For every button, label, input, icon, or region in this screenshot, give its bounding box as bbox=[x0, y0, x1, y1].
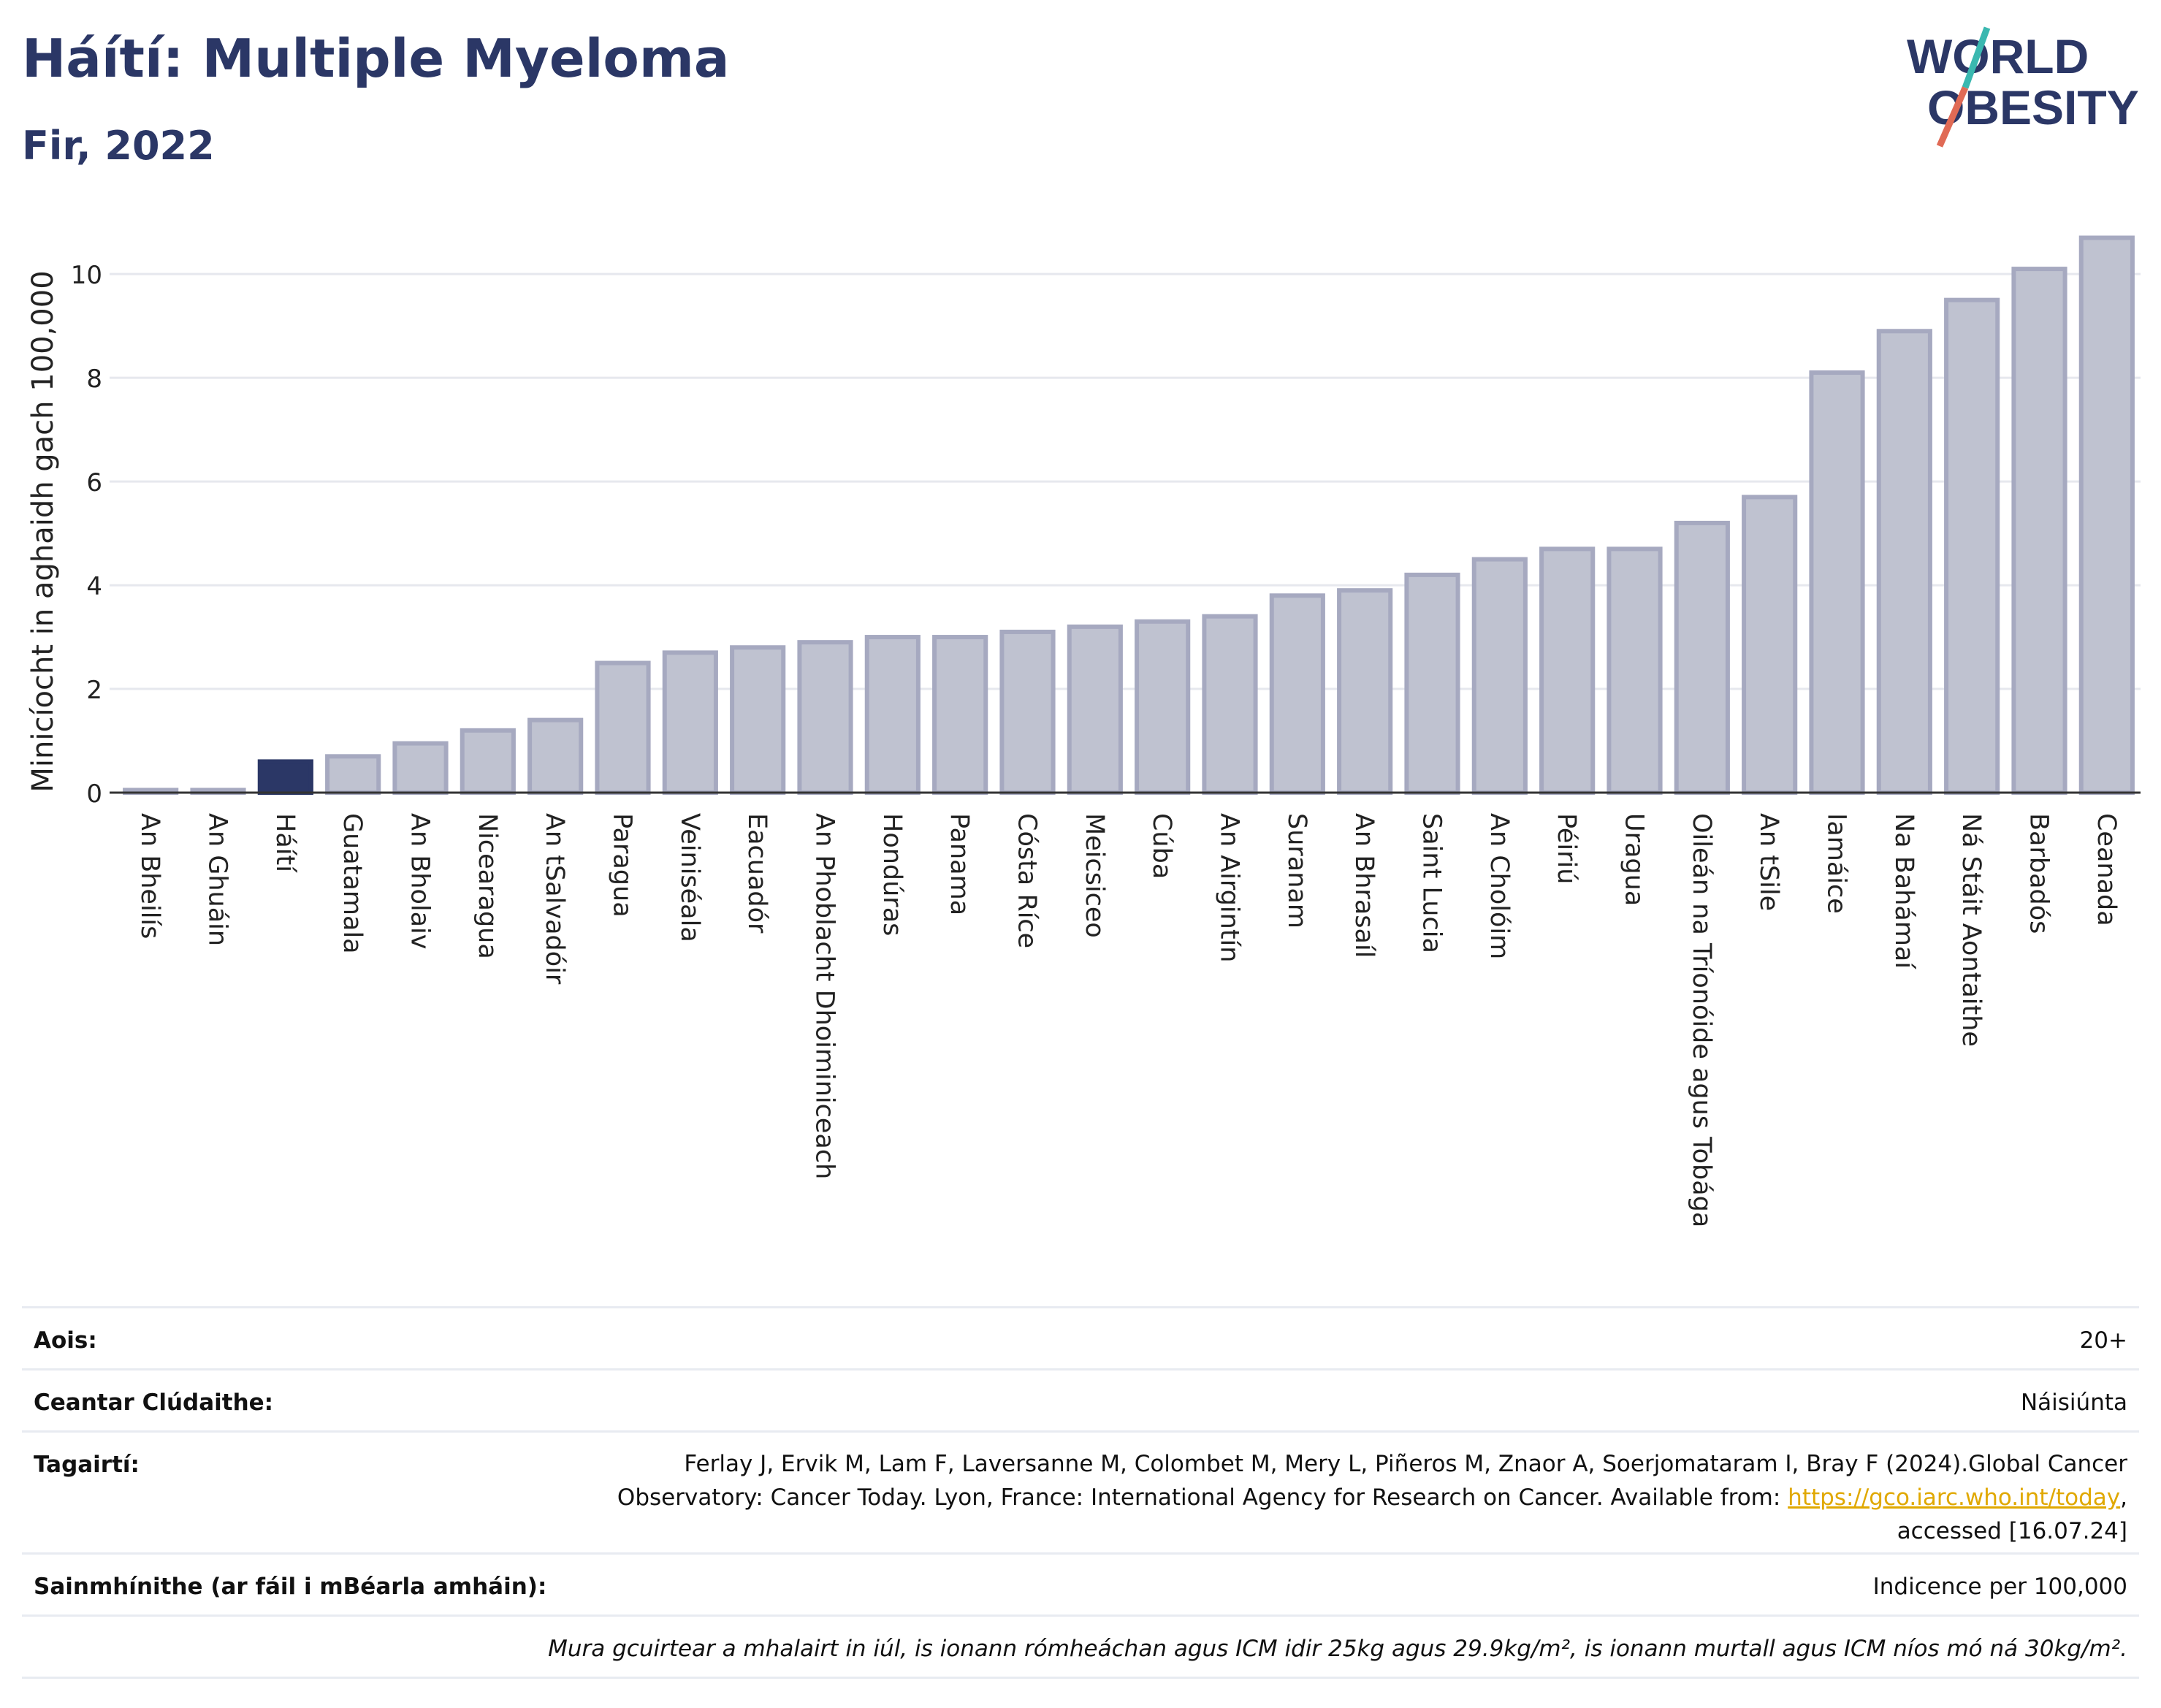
definitions-value: Indicence per 100,000 bbox=[1872, 1574, 2127, 1600]
logo-slash-bottom bbox=[1936, 86, 1969, 148]
bar bbox=[257, 759, 313, 796]
bar bbox=[1135, 619, 1191, 795]
area-value: Náisiúnta bbox=[2020, 1389, 2127, 1416]
bar bbox=[1202, 614, 1258, 795]
references-label: Tagairtí: bbox=[34, 1452, 140, 1478]
bar bbox=[1674, 520, 1730, 796]
bar bbox=[1607, 546, 1663, 795]
bar bbox=[595, 660, 651, 795]
x-tick-labels: An Bheilís An Ghuáin Háítí Guatamala An Bhol… bbox=[135, 813, 2121, 1227]
y-tick-label: 8 bbox=[86, 365, 102, 394]
x-tick-label: Ná Stáit Aontaithe bbox=[1956, 813, 1986, 1047]
logo-slash-top bbox=[1962, 26, 1991, 89]
x-tick-label: An tSile bbox=[1754, 813, 1783, 911]
x-tick-label: Háítí bbox=[270, 813, 300, 873]
bar bbox=[797, 640, 853, 796]
y-tick-labels: 0 2 4 6 8 10 bbox=[71, 261, 102, 809]
x-tick-label: Eacuadór bbox=[742, 813, 771, 934]
bar bbox=[1471, 557, 1528, 796]
x-tick-label: Veiniséala bbox=[675, 813, 704, 942]
x-tick-label: Hondúras bbox=[877, 813, 907, 936]
x-tick-label: Suranam bbox=[1282, 813, 1311, 929]
y-tick-label: 10 bbox=[71, 261, 102, 290]
bar bbox=[1809, 370, 1865, 796]
y-tick-label: 2 bbox=[86, 676, 102, 705]
age-label: Aois: bbox=[34, 1327, 97, 1354]
x-tick-label: Meicsiceo bbox=[1080, 813, 1109, 938]
x-tick-label: An Ghuáin bbox=[203, 813, 232, 946]
references-text-part2: , accessed [16.07.24] bbox=[1897, 1484, 2127, 1544]
x-tick-label: Uragua bbox=[1620, 813, 1649, 906]
bar bbox=[1337, 588, 1393, 795]
x-tick-label: Paragua bbox=[608, 813, 637, 918]
x-tick-label: An Airgintín bbox=[1215, 813, 1244, 962]
bar bbox=[730, 645, 786, 795]
y-axis-label: Minicíocht in aghaidh gach 100,000 bbox=[26, 270, 60, 792]
references-link[interactable]: https://gco.iarc.who.int/today bbox=[1788, 1484, 2121, 1511]
bar bbox=[392, 741, 449, 795]
x-tick-label: An Bholaiv bbox=[405, 813, 435, 949]
references-text: Ferlay J, Ervik M, Lam F, Laversanne M, … bbox=[593, 1433, 2127, 1552]
page-subtitle: Fir, 2022 bbox=[22, 123, 215, 169]
bar bbox=[999, 629, 1056, 796]
x-tick-label: Panama bbox=[945, 813, 974, 915]
page-title: Háítí: Multiple Myeloma bbox=[22, 28, 730, 89]
bar-chart: 0 2 4 6 8 10 An Bheilís An Ghuáin Háítí Guatamal… bbox=[26, 235, 2141, 1227]
y-tick-label: 6 bbox=[86, 468, 102, 497]
x-tick-label: Péiriú bbox=[1552, 813, 1581, 884]
x-tick-label: Guatamala bbox=[338, 813, 367, 954]
bar bbox=[1539, 546, 1596, 795]
footnote: Mura gcuirtear a mhalairt in iúl, is ion… bbox=[548, 1636, 2127, 1662]
age-value: 20+ bbox=[2079, 1327, 2127, 1354]
x-tick-label: Ceanada bbox=[2092, 813, 2121, 926]
area-label: Ceantar Clúdaithe: bbox=[34, 1389, 274, 1416]
bar bbox=[1944, 297, 2000, 796]
bar bbox=[325, 754, 381, 795]
x-tick-label: Iamáice bbox=[1822, 813, 1851, 914]
x-tick-label: An Bhrasaíl bbox=[1349, 813, 1379, 958]
definitions-row: Sainmhínithe (ar fáil i mBéarla amháin):… bbox=[22, 1552, 2139, 1614]
references-text-part1: Ferlay J, Ervik M, Lam F, Laversanne M, … bbox=[617, 1451, 2127, 1511]
x-tick-label: An Bheilís bbox=[135, 813, 164, 939]
definitions-label: Sainmhínithe (ar fáil i mBéarla amháin): bbox=[34, 1574, 547, 1600]
info-table: Aois: 20+ Ceantar Clúdaithe: Náisiúnta T… bbox=[22, 1306, 2139, 1679]
bar bbox=[1404, 572, 1460, 795]
y-tick-label: 0 bbox=[86, 779, 102, 809]
x-tick-label: Saint Lucia bbox=[1417, 813, 1447, 953]
x-tick-label: Cúba bbox=[1147, 813, 1176, 879]
bar bbox=[460, 728, 516, 795]
x-tick-label: Nicearagua bbox=[473, 813, 502, 959]
x-tick-label: Na Bahámaí bbox=[1889, 813, 1918, 969]
bar bbox=[864, 635, 921, 796]
x-tick-label: An Phoblacht Dhoiminiceach bbox=[810, 813, 839, 1179]
bar bbox=[2011, 267, 2067, 795]
bar bbox=[1067, 624, 1123, 795]
bar bbox=[2078, 235, 2135, 795]
logo-text-world: WORLD bbox=[1907, 29, 2089, 83]
bars bbox=[123, 235, 2135, 796]
area-row: Ceantar Clúdaithe: Náisiúnta bbox=[22, 1368, 2139, 1430]
age-row: Aois: 20+ bbox=[22, 1306, 2139, 1368]
bar bbox=[1269, 593, 1325, 796]
references-row: Tagairtí: Ferlay J, Ervik M, Lam F, Lave… bbox=[22, 1430, 2139, 1552]
x-tick-label: Oileán na Tríonóide agus Tobága bbox=[1687, 813, 1716, 1227]
bar bbox=[527, 717, 584, 795]
bar bbox=[1742, 495, 1798, 795]
grid-lines bbox=[110, 272, 2141, 690]
bar bbox=[932, 635, 988, 796]
world-obesity-logo: WORLD OBESITY bbox=[1907, 26, 2139, 148]
x-tick-label: An tSalvadóir bbox=[540, 813, 569, 985]
bar bbox=[662, 650, 718, 795]
x-tick-label: Barbadós bbox=[2024, 813, 2054, 934]
note-row: Mura gcuirtear a mhalairt in iúl, is ion… bbox=[22, 1614, 2139, 1679]
x-tick-label: An Cholóim bbox=[1485, 813, 1514, 959]
y-tick-label: 4 bbox=[86, 572, 102, 601]
x-tick-label: Cósta Ríce bbox=[1013, 813, 1042, 948]
bar bbox=[1876, 329, 1932, 796]
